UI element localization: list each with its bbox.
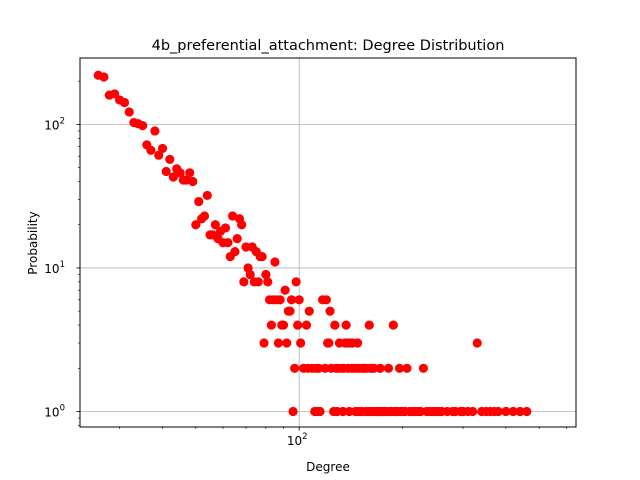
data-point xyxy=(325,306,335,316)
data-point xyxy=(286,295,297,305)
data-point xyxy=(280,285,290,295)
data-point xyxy=(418,363,428,373)
data-point xyxy=(223,238,233,248)
x-axis-label: Degree xyxy=(306,460,350,474)
data-point xyxy=(296,338,306,348)
data-point xyxy=(270,257,280,267)
data-point xyxy=(194,196,204,207)
y-axis-label: Probability xyxy=(26,211,40,274)
data-point xyxy=(185,168,195,178)
data-point xyxy=(263,277,273,287)
data-point xyxy=(314,363,324,373)
data-point xyxy=(124,107,134,117)
data-point xyxy=(266,320,276,330)
chart-title: 4b_preferential_attachment: Degree Distr… xyxy=(152,38,505,54)
data-point xyxy=(508,406,518,417)
data-point xyxy=(210,220,220,230)
data-point xyxy=(175,168,185,178)
data-point xyxy=(321,295,331,305)
data-point xyxy=(338,406,348,417)
data-point xyxy=(237,220,247,230)
data-point xyxy=(522,406,532,417)
data-point xyxy=(288,406,298,417)
data-point xyxy=(259,338,269,348)
data-point xyxy=(199,211,210,221)
data-point xyxy=(146,145,156,155)
data-point xyxy=(165,154,175,165)
data-point xyxy=(293,320,303,330)
data-point xyxy=(301,320,312,330)
data-point xyxy=(324,338,334,348)
data-point xyxy=(294,295,304,305)
data-point xyxy=(161,166,171,177)
data-point xyxy=(290,363,300,373)
data-point xyxy=(154,150,164,160)
data-point xyxy=(394,363,405,373)
data-points xyxy=(93,70,532,417)
data-point xyxy=(261,269,271,280)
data-point xyxy=(364,320,374,330)
data-point xyxy=(304,306,314,316)
data-point xyxy=(282,338,292,348)
data-point xyxy=(119,97,130,108)
data-point xyxy=(468,406,478,417)
data-point xyxy=(99,72,109,82)
data-point xyxy=(501,406,511,417)
data-point xyxy=(493,406,503,417)
data-point xyxy=(285,306,295,316)
data-point xyxy=(330,320,340,330)
data-point xyxy=(191,220,201,230)
data-point xyxy=(230,246,240,257)
data-point xyxy=(383,363,394,373)
data-point xyxy=(291,277,301,287)
axes-frame xyxy=(79,57,577,428)
data-point xyxy=(157,143,168,154)
data-point xyxy=(220,223,231,233)
data-point xyxy=(402,363,412,373)
data-point xyxy=(202,190,212,201)
data-point xyxy=(375,363,385,373)
data-point xyxy=(341,320,351,330)
grid xyxy=(80,58,576,427)
data-point xyxy=(245,269,255,280)
data-point xyxy=(232,234,242,244)
data-point xyxy=(278,320,289,330)
data-point xyxy=(138,121,148,131)
data-point xyxy=(353,338,363,348)
data-point xyxy=(150,126,160,136)
data-point xyxy=(388,320,398,330)
data-point xyxy=(315,406,325,417)
data-point xyxy=(253,277,263,287)
data-point xyxy=(515,406,525,417)
data-point xyxy=(109,89,120,99)
data-point xyxy=(472,338,482,348)
data-point xyxy=(168,172,178,182)
data-point xyxy=(273,338,284,348)
data-point xyxy=(239,277,249,287)
data-point xyxy=(257,251,267,262)
data-point xyxy=(188,176,198,187)
data-point xyxy=(275,295,285,305)
